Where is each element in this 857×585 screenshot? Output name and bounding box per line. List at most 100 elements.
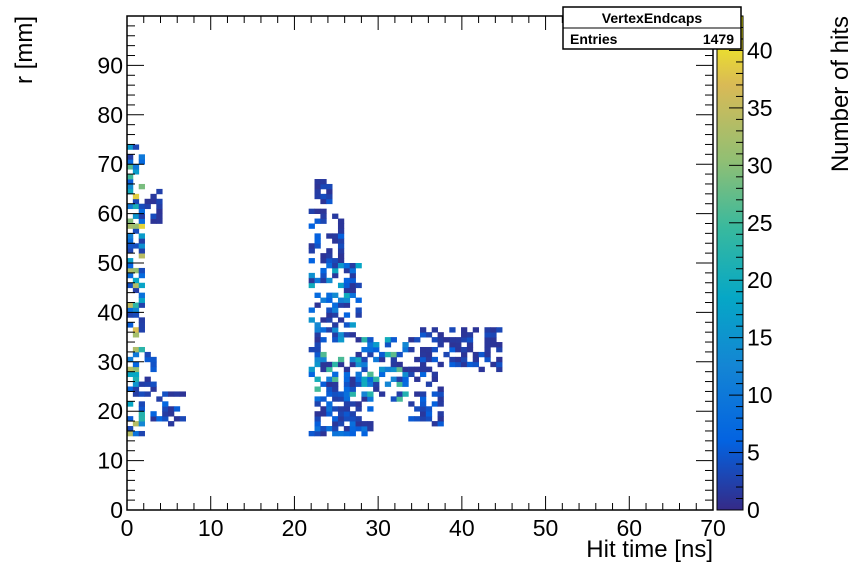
heatmap-bin bbox=[168, 406, 175, 412]
heatmap-bin bbox=[484, 346, 491, 353]
heatmap-bin bbox=[343, 322, 351, 328]
heatmap-bin bbox=[332, 386, 339, 392]
heatmap-bin bbox=[349, 376, 356, 382]
heatmap-bin bbox=[320, 396, 327, 402]
heatmap-bin bbox=[408, 401, 415, 407]
heatmap-bin bbox=[138, 267, 145, 274]
heatmap-bin bbox=[314, 426, 321, 432]
heatmap-bin bbox=[326, 297, 333, 303]
heatmap-bin bbox=[132, 312, 140, 318]
heatmap-bin bbox=[349, 421, 356, 427]
heatmap-bin bbox=[150, 411, 157, 417]
heatmap-bin bbox=[408, 346, 415, 353]
heatmap-bin bbox=[144, 351, 151, 358]
heatmap-bin bbox=[343, 277, 351, 284]
heatmap-bin bbox=[314, 351, 321, 358]
heatmap-bin bbox=[138, 223, 145, 229]
heatmap-bin bbox=[420, 391, 427, 397]
heatmap-bin bbox=[349, 322, 356, 328]
heatmap-bin bbox=[349, 292, 356, 298]
heatmap-bin bbox=[337, 253, 345, 259]
heatmap-bin bbox=[138, 154, 145, 160]
heatmap-bin bbox=[396, 376, 403, 382]
heatmap-bin bbox=[490, 327, 497, 333]
heatmap-bin bbox=[355, 263, 362, 269]
heatmap-bin bbox=[326, 327, 333, 333]
heatmap-bin bbox=[355, 297, 362, 303]
heatmap-bin bbox=[332, 307, 339, 313]
heatmap-bin bbox=[320, 337, 327, 343]
heatmap-bin bbox=[390, 337, 397, 343]
heatmap-bin bbox=[127, 159, 134, 165]
heatmap-bin bbox=[343, 411, 351, 417]
heatmap-bin bbox=[414, 356, 421, 363]
heatmap-bin bbox=[472, 356, 479, 363]
heatmap-bin bbox=[373, 342, 380, 348]
heatmap-bin bbox=[138, 218, 145, 224]
heatmap-bin bbox=[431, 356, 438, 363]
heatmap-bin bbox=[127, 430, 134, 437]
heatmap-bin bbox=[326, 233, 333, 239]
heatmap-bin bbox=[138, 430, 145, 437]
heatmap-bin bbox=[425, 406, 433, 412]
heatmap-bin bbox=[472, 327, 479, 333]
heatmap-bin bbox=[314, 179, 321, 185]
heatmap-bin bbox=[343, 391, 351, 397]
heatmap-bin bbox=[390, 351, 397, 358]
heatmap-bin bbox=[326, 312, 333, 318]
heatmap-bin bbox=[367, 421, 374, 427]
heatmap-bin bbox=[455, 346, 462, 353]
heatmap-bin bbox=[332, 376, 339, 382]
heatmap-bin bbox=[144, 198, 151, 205]
heatmap-bin bbox=[449, 346, 456, 353]
heatmap-bin bbox=[320, 218, 327, 224]
heatmap-bin bbox=[355, 421, 362, 427]
heatmap-bin bbox=[431, 391, 438, 397]
heatmap-bin bbox=[150, 386, 157, 392]
heatmap-bin bbox=[361, 361, 368, 368]
heatmap-bin bbox=[337, 282, 345, 289]
heatmap-bin bbox=[396, 391, 403, 397]
heatmap-bin bbox=[484, 327, 491, 333]
heatmap-bin bbox=[314, 421, 321, 427]
heatmap-bin bbox=[390, 361, 397, 368]
heatmap-bin bbox=[484, 332, 491, 338]
heatmap-bin bbox=[320, 327, 327, 333]
heatmap-bin bbox=[343, 401, 351, 407]
heatmap-bin bbox=[349, 426, 356, 432]
heatmap-bin bbox=[127, 203, 134, 210]
heatmap-bin bbox=[343, 297, 351, 303]
heatmap-bin bbox=[355, 371, 362, 378]
heatmap-bin bbox=[402, 366, 409, 373]
heatmap-bin bbox=[384, 337, 392, 343]
heatmap-bin bbox=[361, 356, 368, 363]
heatmap-bin bbox=[179, 391, 186, 397]
y-tick-label: 30 bbox=[97, 349, 123, 375]
heatmap-bin bbox=[431, 401, 438, 407]
heatmap-bin bbox=[138, 248, 145, 254]
heatmap-bin bbox=[337, 263, 345, 269]
heatmap-bin bbox=[425, 346, 433, 353]
heatmap-bin bbox=[332, 381, 339, 387]
heatmap-bin bbox=[378, 356, 386, 363]
y-tick-label: 50 bbox=[97, 250, 123, 276]
heatmap-bin bbox=[349, 267, 356, 274]
heatmap-bin bbox=[384, 381, 392, 387]
heatmap-bin bbox=[337, 223, 345, 229]
heatmap-bin bbox=[308, 223, 315, 229]
heatmap-bin bbox=[343, 302, 351, 308]
z-tick-label: 10 bbox=[747, 382, 773, 408]
heatmap-bin bbox=[308, 317, 315, 323]
heatmap-bin bbox=[162, 411, 169, 417]
heatmap-bin bbox=[138, 322, 145, 328]
y-axis-title: r [mm] bbox=[11, 16, 38, 84]
heatmap-bin bbox=[355, 416, 362, 422]
heatmap-bin bbox=[127, 243, 134, 249]
heatmap-bin bbox=[326, 248, 333, 254]
x-tick-label: 40 bbox=[449, 515, 475, 541]
heatmap-bin bbox=[127, 356, 134, 363]
heatmap-bin bbox=[314, 183, 321, 190]
heatmap-bin bbox=[361, 337, 368, 343]
heatmap-bin bbox=[138, 401, 145, 407]
heatmap-bin bbox=[326, 258, 333, 264]
